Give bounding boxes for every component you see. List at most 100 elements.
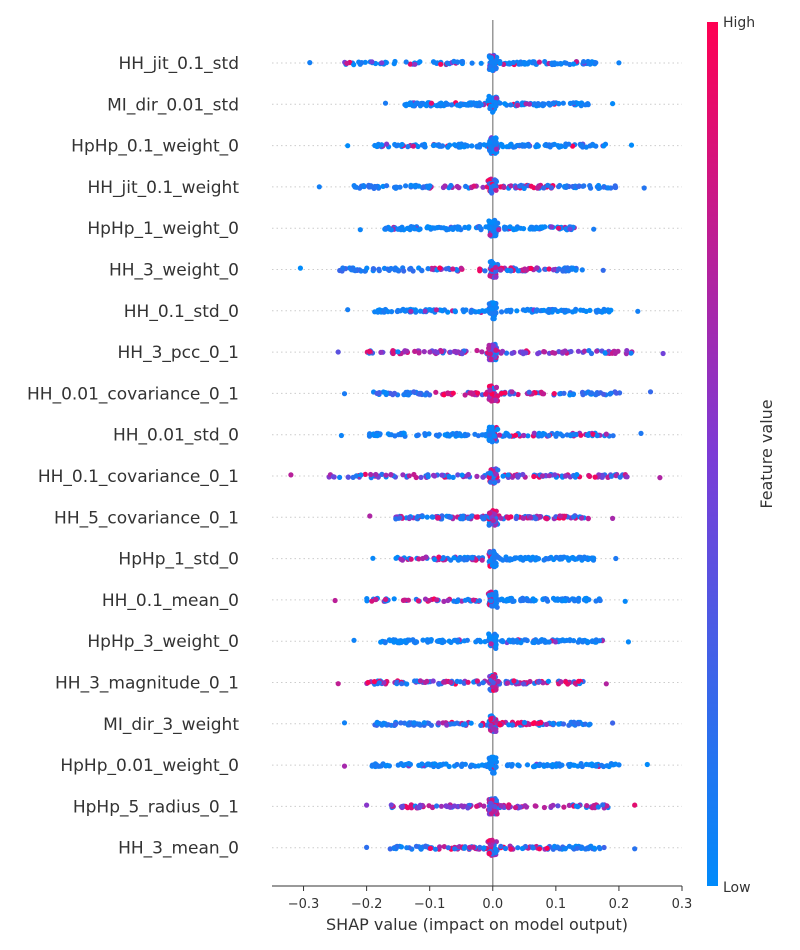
shap-point	[437, 844, 442, 849]
shap-point	[489, 311, 494, 316]
shap-point	[563, 474, 568, 479]
shap-point	[542, 101, 547, 106]
shap-point	[537, 846, 542, 851]
shap-point	[411, 720, 416, 725]
shap-point	[372, 679, 377, 684]
shap-point	[586, 722, 591, 727]
shap-point	[594, 637, 599, 642]
shap-point	[558, 143, 563, 148]
shap-point	[503, 846, 508, 851]
shap-point	[565, 265, 570, 270]
shap-point	[509, 351, 514, 356]
shap-point	[585, 101, 590, 106]
shap-point	[493, 687, 498, 692]
shap-point	[439, 308, 444, 313]
shap-point	[479, 61, 484, 66]
shap-point	[336, 681, 341, 686]
shap-point	[514, 308, 519, 313]
x-tick-label: 0.3	[672, 897, 693, 912]
shap-point	[428, 846, 433, 851]
shap-point	[477, 224, 482, 229]
shap-point	[474, 474, 479, 479]
shap-point	[606, 185, 611, 190]
shap-point	[483, 392, 488, 397]
shap-point	[422, 431, 427, 436]
shap-point	[494, 561, 499, 566]
shap-point	[394, 185, 399, 190]
shap-point	[391, 846, 396, 851]
shap-point	[536, 184, 541, 189]
shap-point	[547, 473, 552, 478]
shap-point	[388, 638, 393, 643]
shap-point	[469, 721, 474, 726]
shap-point	[369, 59, 374, 64]
shap-point	[389, 802, 394, 807]
shap-point	[645, 762, 650, 767]
shap-point	[455, 679, 460, 684]
shap-point	[443, 432, 448, 437]
shap-point	[492, 551, 497, 556]
shap-point	[471, 598, 476, 603]
shap-point	[493, 265, 498, 270]
shap-point	[555, 844, 560, 849]
shap-point	[351, 638, 356, 643]
shap-point	[496, 555, 501, 560]
shap-point	[454, 762, 459, 767]
shap-point	[486, 346, 491, 351]
shap-point	[397, 640, 402, 645]
shap-point	[436, 142, 441, 147]
shap-point	[488, 801, 493, 806]
shap-point	[475, 144, 480, 149]
shap-point	[546, 556, 551, 561]
shap-point	[438, 62, 443, 67]
colorbar	[707, 22, 718, 886]
shap-point	[487, 593, 492, 598]
shap-point	[535, 226, 540, 231]
shap-point	[600, 802, 605, 807]
feature-label: HH_0.1_mean_0	[102, 591, 239, 611]
shap-point	[598, 309, 603, 314]
shap-point	[337, 475, 342, 480]
shap-point	[384, 183, 389, 188]
shap-point	[465, 805, 470, 810]
shap-point	[416, 598, 421, 603]
shap-point	[624, 348, 629, 353]
shap-point	[608, 391, 613, 396]
shap-point	[623, 599, 628, 604]
shap-point	[358, 472, 363, 477]
shap-point	[458, 144, 463, 149]
shap-point	[500, 597, 505, 602]
shap-point	[537, 679, 542, 684]
feature-label: HH_jit_0.1_std	[118, 54, 239, 74]
shap-point	[522, 186, 527, 191]
shap-point	[412, 678, 417, 683]
shap-point	[515, 720, 520, 725]
shap-point	[430, 514, 435, 519]
shap-point	[400, 472, 405, 477]
shap-point	[436, 515, 441, 520]
shap-point	[429, 101, 434, 106]
shap-point	[398, 227, 403, 232]
shap-point	[487, 635, 492, 640]
colorbar-title: Feature value	[757, 399, 776, 508]
shap-point	[385, 309, 390, 314]
shap-point	[500, 349, 505, 354]
shap-point	[567, 227, 572, 232]
shap-point	[489, 356, 494, 361]
shap-point	[561, 101, 566, 106]
shap-point	[404, 59, 409, 64]
shap-point	[474, 514, 479, 519]
shap-point	[394, 143, 399, 148]
shap-point	[397, 515, 402, 520]
shap-point	[379, 60, 384, 65]
shap-point	[512, 556, 517, 561]
shap-point	[544, 722, 549, 727]
shap-point	[508, 224, 513, 229]
shap-point	[505, 268, 510, 273]
shap-point	[566, 723, 571, 728]
shap-point	[554, 432, 559, 437]
shap-point	[487, 851, 492, 856]
shap-point	[552, 472, 557, 477]
shap-point	[489, 439, 494, 444]
shap-point	[378, 350, 383, 355]
